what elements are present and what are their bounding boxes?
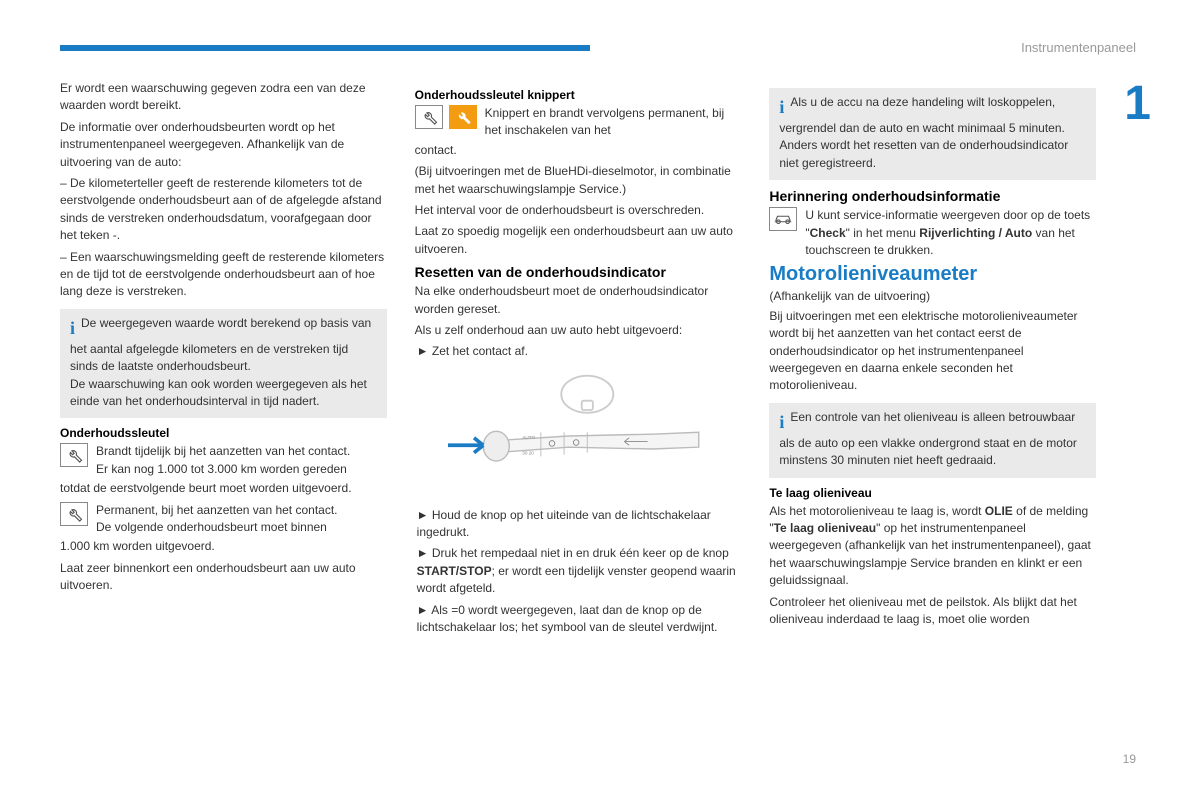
heading-telaag: Te laag olieniveau (769, 486, 1096, 500)
body-text: Na elke onderhoudsbeurt moet de onderhou… (415, 283, 742, 318)
section-header: Instrumentenpaneel (1021, 40, 1136, 55)
info-text: Een controle van het olieniveau is allee… (779, 410, 1077, 467)
info-callout: iEen controle van het olieniveau is alle… (769, 403, 1096, 478)
bullet-item: ► Druk het rempedaal niet in en druk één… (417, 545, 742, 597)
icon-text: Knippert en brandt vervolgens permanent,… (481, 105, 742, 140)
text-span: ► Druk het rempedaal niet in en druk één… (417, 546, 729, 560)
bold-text: OLIE (985, 504, 1013, 518)
info-icon: i (70, 315, 75, 341)
info-callout: iAls u de accu na deze handeling wilt lo… (769, 88, 1096, 180)
car-icon (769, 207, 797, 231)
icon-paragraph: Brandt tijdelijk bij het aanzetten van h… (60, 443, 387, 478)
icon-text: Brandt tijdelijk bij het aanzetten van h… (92, 443, 387, 478)
icon-paragraph: Knippert en brandt vervolgens permanent,… (415, 105, 742, 140)
heading-onderhoudssleutel: Onderhoudssleutel (60, 426, 387, 440)
body-text: Het interval voor de onderhoudsbeurt is … (415, 202, 742, 219)
light-stalk-illustration: AUTO 30 20 (433, 371, 723, 501)
wrench-icon-orange (449, 105, 477, 129)
icon-paragraph: Permanent, bij het aanzetten van het con… (60, 502, 387, 537)
wrench-icon (415, 105, 443, 129)
bullet-item: ► Houd de knop op het uiteinde van de li… (417, 507, 742, 542)
chapter-number: 1 (1124, 80, 1151, 128)
body-text: 1.000 km worden uitgevoerd. (60, 538, 387, 555)
list-item: – De kilometerteller geeft de resterende… (60, 175, 387, 245)
svg-text:AUTO: AUTO (522, 434, 535, 439)
wrench-icon (60, 443, 88, 467)
list-item: – Een waarschuwingsmelding geeft de rest… (60, 249, 387, 301)
column-2: Onderhoudssleutel knippert Knippert en b… (415, 80, 742, 640)
body-text: De informatie over onderhoudsbeurten wor… (60, 119, 387, 171)
bullet-item: ► Zet het contact af. (417, 343, 742, 360)
heading-motorolieniveaumeter: Motorolieniveaumeter (769, 263, 1096, 286)
svg-text:30 20: 30 20 (522, 450, 534, 455)
body-text: Als u zelf onderhoud aan uw auto hebt ui… (415, 322, 742, 339)
bold-text: START/STOP (417, 564, 492, 578)
info-callout: iDe weergegeven waarde wordt berekend op… (60, 309, 387, 419)
body-text: Als het motorolieniveau te laag is, word… (769, 503, 1096, 590)
subtitle: (Afhankelijk van de uitvoering) (769, 288, 1096, 305)
icon-paragraph: U kunt service-informatie weergeven door… (769, 207, 1096, 259)
body-text: Er wordt een waarschuwing gegeven zodra … (60, 80, 387, 115)
body-text: Bij uitvoeringen met een elektrische mot… (769, 308, 1096, 395)
text-span: Als het motorolieniveau te laag is, word… (769, 504, 984, 518)
body-text: (Bij uitvoeringen met de BlueHDi-dieselm… (415, 163, 742, 198)
body-text: Laat zo spoedig mogelijk een onderhoudsb… (415, 223, 742, 258)
info-text: Als u de accu na deze handeling wilt los… (779, 95, 1068, 170)
info-icon: i (779, 94, 784, 120)
info-text: De weergegeven waarde wordt berekend op … (70, 316, 371, 408)
body-text: contact. (415, 142, 742, 159)
icon-text: U kunt service-informatie weergeven door… (801, 207, 1096, 259)
column-3: iAls u de accu na deze handeling wilt lo… (769, 80, 1096, 640)
heading-herinnering: Herinnering onderhoudsinformatie (769, 188, 1096, 204)
body-text: totdat de eerstvolgende beurt moet worde… (60, 480, 387, 497)
top-accent-bar (60, 45, 590, 51)
page-number: 19 (1123, 752, 1136, 766)
column-1: Er wordt een waarschuwing gegeven zodra … (60, 80, 387, 640)
wrench-icon (60, 502, 88, 526)
bold-text: Te laag olieniveau (774, 521, 876, 535)
icon-text: Permanent, bij het aanzetten van het con… (92, 502, 387, 537)
bold-text: Rijverlichting / Auto (919, 226, 1032, 240)
heading-knippert: Onderhoudssleutel knippert (415, 88, 742, 102)
heading-reset: Resetten van de onderhoudsindicator (415, 264, 742, 280)
text-span: " in het menu (846, 226, 920, 240)
body-text: Laat zeer binnenkort een onderhoudsbeurt… (60, 560, 387, 595)
page-columns: Er wordt een waarschuwing gegeven zodra … (60, 80, 1096, 640)
bullet-item: ► Als =0 wordt weergegeven, laat dan de … (417, 602, 742, 637)
bold-text: Check (810, 226, 846, 240)
body-text: Controleer het olieniveau met de peilsto… (769, 594, 1096, 629)
info-icon: i (779, 409, 784, 435)
